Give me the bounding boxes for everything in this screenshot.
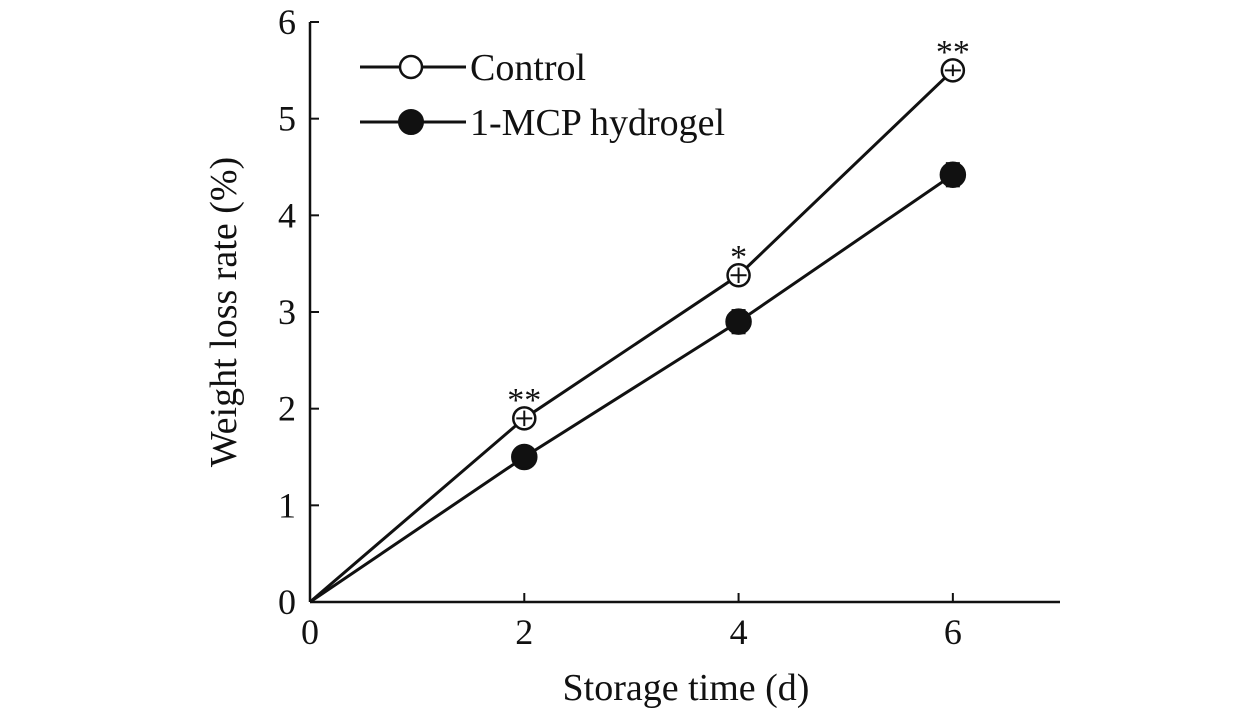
- x-tick-label: 0: [301, 612, 319, 652]
- legend-label-hydrogel: 1-MCP hydrogel: [470, 102, 725, 144]
- legend: Control 1-MCP hydrogel: [360, 47, 725, 144]
- x-tick-label: 4: [730, 612, 748, 652]
- y-tick-label: 6: [278, 2, 296, 42]
- y-tick-label: 2: [278, 389, 296, 429]
- series-line: [309, 173, 954, 604]
- significance-annotations: *****: [507, 34, 970, 419]
- legend-marker-control: [398, 54, 424, 80]
- data-point: [939, 161, 967, 188]
- significance-marker: **: [507, 382, 541, 419]
- data-point: [725, 308, 752, 335]
- x-tick-label: 2: [515, 612, 533, 652]
- significance-marker: **: [936, 34, 970, 71]
- y-tick-label: 0: [278, 582, 296, 622]
- legend-label-control: Control: [470, 47, 586, 89]
- y-tick-label: 1: [278, 485, 296, 525]
- significance-marker: *: [730, 239, 747, 276]
- x-axis-title: Storage time (d): [563, 667, 810, 709]
- x-tick-label: 6: [944, 612, 962, 652]
- series-0: [309, 58, 966, 604]
- data-point: [511, 443, 538, 471]
- y-tick-label: 5: [278, 99, 296, 139]
- series-1: [309, 161, 967, 604]
- x-axis-ticks: 0 2 4 6: [301, 593, 962, 652]
- y-axis-title: Weight loss rate (%): [203, 157, 245, 467]
- y-tick-label: 4: [278, 195, 296, 235]
- series-layer: [309, 58, 967, 604]
- y-tick-label: 3: [278, 292, 296, 332]
- series-line: [309, 69, 954, 604]
- y-axis-ticks: 0 1 2 3 4 5 6: [278, 2, 319, 622]
- legend-marker-hydrogel: [398, 109, 424, 135]
